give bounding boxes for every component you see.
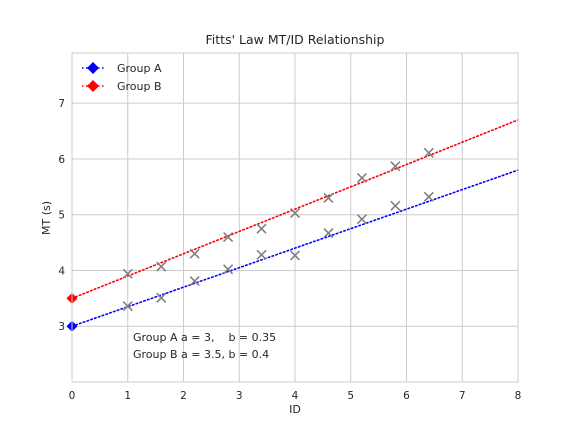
y-tick-label: 3: [58, 321, 65, 333]
x-tick-label: 4: [292, 390, 299, 402]
x-tick-label: 8: [515, 390, 522, 402]
data-point-group-b: [189, 248, 200, 259]
x-axis-label: ID: [289, 403, 301, 416]
x-tick-label: 0: [69, 390, 76, 402]
data-point-group-b: [256, 223, 267, 234]
marker-stroke: [423, 191, 434, 202]
marker-stroke: [390, 161, 401, 172]
y-tick-label: 6: [58, 154, 65, 166]
marker-stroke: [256, 249, 267, 260]
x-tick-label: 5: [347, 390, 354, 402]
series-lines: [71, 119, 519, 328]
data-point-group-a: [156, 292, 167, 303]
data-point-group-b: [289, 207, 301, 219]
annotation-group-b: Group B a = 3.5, b = 0.4: [133, 348, 269, 361]
data-point-group-a: [256, 249, 267, 260]
marker-stroke: [356, 172, 367, 183]
data-point-group-a: [223, 264, 234, 275]
marker-stroke: [289, 207, 301, 219]
annotation-group-a: Group A a = 3, b = 0.35: [133, 331, 276, 344]
y-tick-label: 5: [58, 210, 65, 222]
x-tick-label: 6: [403, 390, 410, 402]
legend-label-group-a: Group A: [117, 62, 162, 75]
fit-line-group-b: [71, 119, 519, 300]
x-tick-labels: 0 1 2 3 4 5 6 7 8: [69, 390, 522, 402]
data-point-group-a: [289, 250, 301, 261]
data-point-group-a: [122, 301, 133, 312]
chart-title: Fitts' Law MT/ID Relationship: [206, 32, 385, 47]
marker-stroke: [323, 192, 334, 204]
y-tick-labels: 3 4 5 6 7: [58, 98, 65, 333]
marker-stroke: [423, 147, 434, 158]
marker-stroke: [356, 214, 367, 225]
data-point-group-b: [223, 231, 234, 243]
x-tick-label: 2: [180, 390, 187, 402]
y-tick-label: 4: [58, 265, 65, 277]
x-tick-label: 7: [459, 390, 466, 402]
legend-diamond-group-a: [87, 62, 99, 74]
y-tick-label: 7: [58, 98, 65, 110]
data-point-group-b: [122, 268, 133, 279]
marker-stroke: [223, 264, 234, 275]
legend: Group A Group B: [82, 62, 162, 93]
marker-stroke: [390, 200, 401, 211]
marker-stroke: [122, 268, 133, 279]
data-point-group-a: [390, 200, 401, 211]
data-point-group-b: [390, 161, 401, 172]
data-point-group-a: [423, 191, 434, 202]
data-point-group-b: [323, 192, 334, 204]
y-axis-label: MT (s): [40, 201, 53, 235]
x-tick-label: 3: [236, 390, 243, 402]
data-points: [122, 147, 434, 312]
fit-line-group-a: [71, 169, 519, 328]
data-point-group-b: [423, 147, 434, 158]
marker-stroke: [223, 231, 234, 243]
data-point-group-a: [189, 276, 200, 287]
marker-stroke: [189, 276, 200, 287]
legend-label-group-b: Group B: [117, 80, 162, 93]
data-point-group-b: [156, 261, 167, 272]
data-point-group-a: [323, 228, 334, 239]
marker-stroke: [289, 250, 301, 261]
plot-frame: [71, 52, 519, 383]
marker-stroke: [189, 248, 200, 259]
data-point-group-b: [356, 172, 367, 183]
legend-diamond-group-b: [87, 80, 99, 92]
marker-stroke: [323, 228, 334, 239]
data-point-group-a: [356, 214, 367, 225]
marker-stroke: [122, 301, 133, 312]
marker-stroke: [156, 292, 167, 303]
marker-stroke: [256, 223, 267, 234]
marker-stroke: [156, 261, 167, 272]
x-tick-label: 1: [124, 390, 131, 402]
